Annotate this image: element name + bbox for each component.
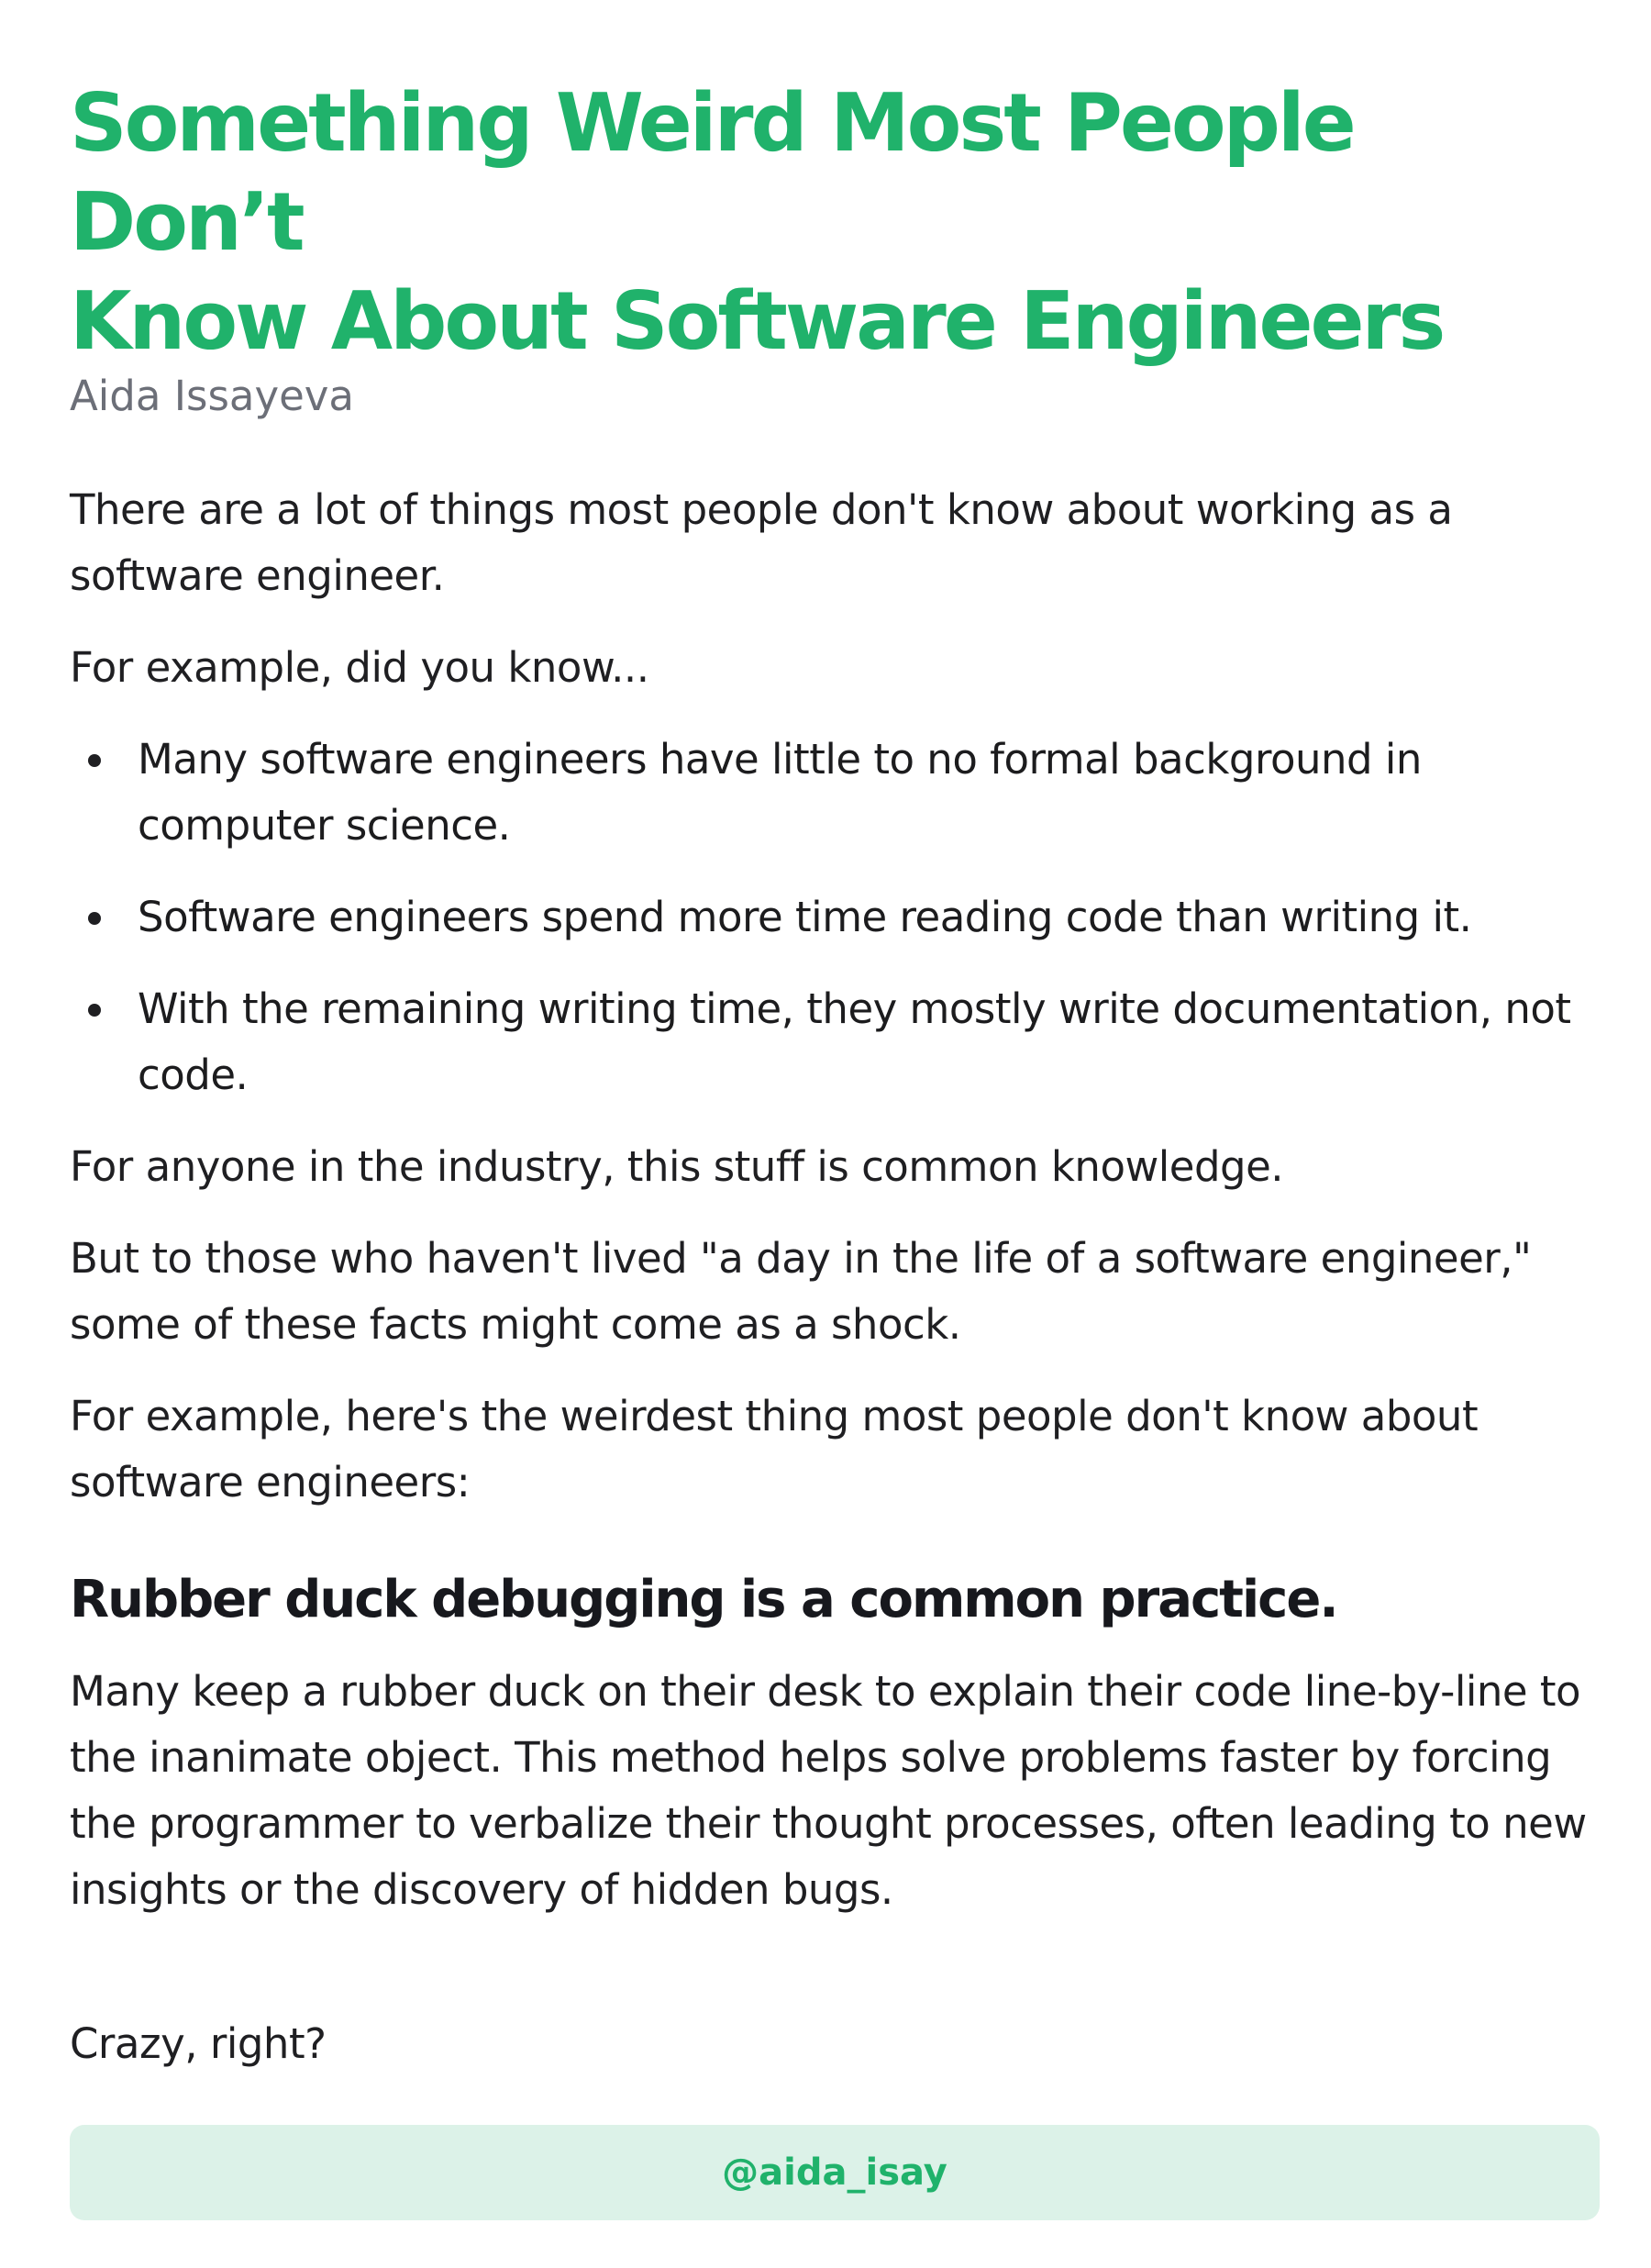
section-heading: Rubber duck debugging is a common practi… [70, 1570, 1339, 1629]
list-item: Software engineers spend more time readi… [70, 884, 1592, 951]
explanation-paragraph: Many keep a rubber duck on their desk to… [70, 1667, 1587, 1914]
title-line-1: Something Weird Most People Don’t [70, 76, 1357, 269]
facts-list: Many software engineers have little to n… [70, 727, 1592, 1108]
weirdest-lead-paragraph: For example, here's the weirdest thing m… [70, 1392, 1479, 1506]
list-item: Many software engineers have little to n… [70, 727, 1592, 859]
bullet-icon [88, 754, 101, 767]
fact-text: Many software engineers have little to n… [138, 735, 1422, 850]
author-handle[interactable]: @aida_isay [722, 2151, 947, 2194]
article-body: There are a lot of things most people do… [70, 477, 1592, 2077]
closing-paragraph: Crazy, right? [70, 2019, 327, 2068]
bullet-icon [88, 912, 101, 925]
shock-paragraph: But to those who haven't lived "a day in… [70, 1234, 1532, 1349]
bullet-icon [88, 1004, 101, 1017]
example-lead-paragraph: For example, did you know... [70, 643, 649, 692]
fact-text: Software engineers spend more time readi… [138, 893, 1472, 941]
article: Something Weird Most People Don’t Know A… [70, 73, 1592, 2077]
fact-text: With the remaining writing time, they mo… [138, 984, 1571, 1099]
author-name: Aida Issayeva [70, 372, 354, 420]
common-knowledge-paragraph: For anyone in the industry, this stuff i… [70, 1142, 1284, 1191]
article-title: Something Weird Most People Don’t Know A… [70, 73, 1592, 371]
title-line-2: Know About Software Engineers [70, 274, 1446, 368]
list-item: With the remaining writing time, they mo… [70, 976, 1592, 1108]
author-handle-banner: @aida_isay [70, 2125, 1600, 2220]
intro-paragraph: There are a lot of things most people do… [70, 485, 1453, 600]
